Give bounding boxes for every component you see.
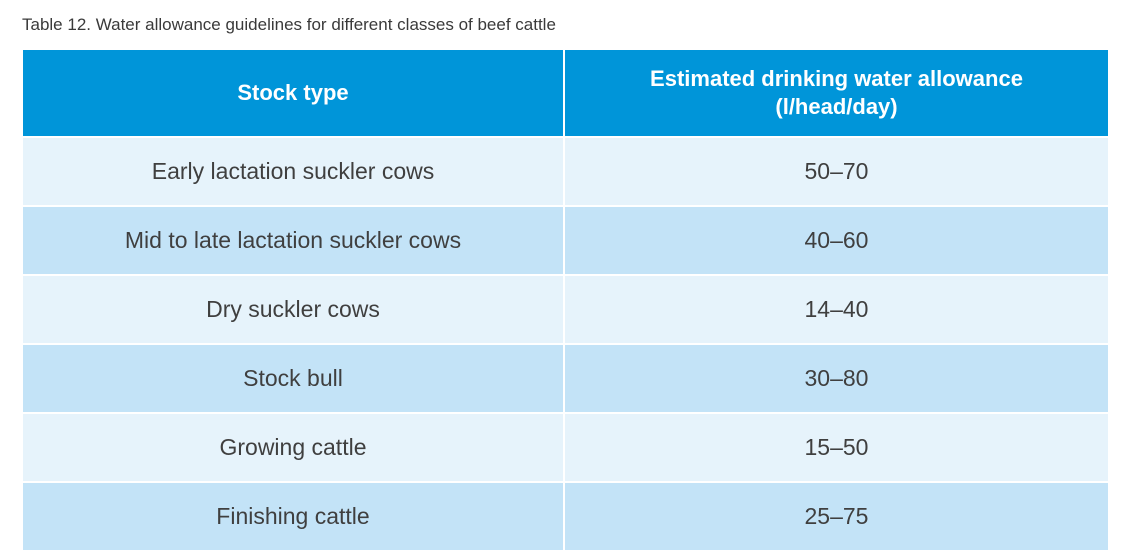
cell-stock-type: Dry suckler cows	[23, 274, 565, 344]
cell-allowance: 14–40	[564, 274, 1108, 344]
cell-stock-type: Growing cattle	[23, 412, 565, 482]
cell-allowance: 50–70	[564, 136, 1108, 206]
cell-stock-type: Finishing cattle	[23, 481, 565, 550]
header-water-allowance: Estimated drinking water allowance (l/he…	[564, 50, 1108, 137]
table-caption: Table 12. Water allowance guidelines for…	[22, 15, 556, 34]
table-row: Mid to late lactation suckler cows 40–60	[23, 205, 1108, 275]
cell-stock-type: Stock bull	[23, 343, 565, 413]
cell-allowance: 25–75	[564, 481, 1108, 550]
header-stock-type: Stock type	[23, 50, 565, 137]
table-row: Dry suckler cows 14–40	[23, 274, 1108, 344]
cell-stock-type: Mid to late lactation suckler cows	[23, 205, 565, 275]
table-row: Growing cattle 15–50	[23, 412, 1108, 482]
cell-allowance: 15–50	[564, 412, 1108, 482]
cell-allowance: 30–80	[564, 343, 1108, 413]
table-row: Stock bull 30–80	[23, 343, 1108, 413]
cell-stock-type: Early lactation suckler cows	[23, 136, 565, 206]
cell-allowance: 40–60	[564, 205, 1108, 275]
table-row: Finishing cattle 25–75	[23, 481, 1108, 550]
header-water-allowance-title: Estimated drinking water allowance	[650, 66, 1023, 91]
table-header-row: Stock type Estimated drinking water allo…	[23, 50, 1108, 137]
table-row: Early lactation suckler cows 50–70	[23, 136, 1108, 206]
data-table: Stock type Estimated drinking water allo…	[23, 50, 1108, 550]
water-allowance-table: Stock type Estimated drinking water allo…	[23, 50, 1108, 550]
header-water-allowance-unit: (l/head/day)	[775, 94, 898, 119]
